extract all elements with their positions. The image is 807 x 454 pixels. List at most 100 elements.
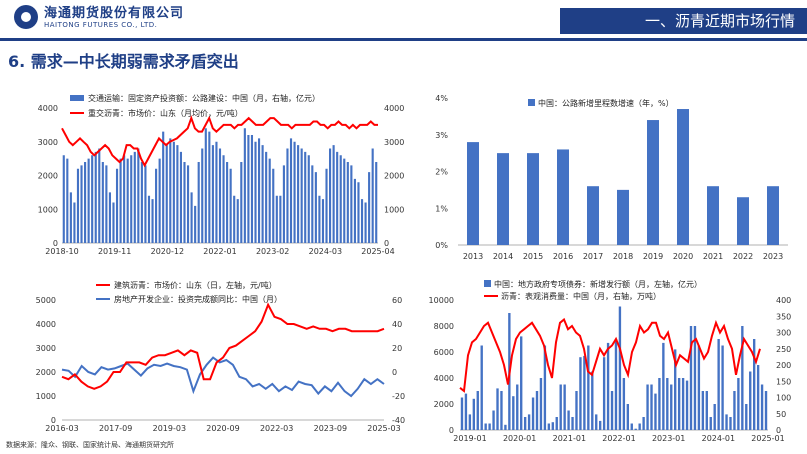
c2-x-tick: 2023	[763, 252, 783, 261]
c1-bar	[314, 172, 317, 243]
c1-bar	[360, 199, 364, 243]
c1-bar	[123, 155, 126, 243]
c2-x-tick: 2020	[673, 252, 693, 261]
c4-bar	[666, 378, 669, 430]
c4-bar	[626, 404, 630, 430]
c4-bar	[476, 391, 479, 430]
c1-bar	[197, 162, 200, 243]
c4-consumption-line	[459, 317, 761, 393]
c4-x-tick: 2025-01	[751, 434, 784, 443]
c1-bar	[169, 138, 172, 243]
c2-x-tick: 2017	[583, 252, 603, 261]
c4-bar	[737, 378, 740, 430]
c4-bar	[480, 345, 483, 430]
c4-right-tick: 200	[776, 361, 791, 370]
c1-x-tick: 2020-12	[151, 247, 184, 256]
c2-bar	[767, 186, 779, 245]
c1-bar	[94, 151, 97, 243]
c3-right-tick: 40	[392, 320, 402, 329]
c4-bar	[662, 342, 665, 430]
c2-bar	[527, 153, 539, 245]
c4-x-tick: 2021-01	[553, 434, 586, 443]
c1-x-tick: 2018-10	[45, 247, 78, 256]
c4-bar	[484, 423, 487, 430]
c2-bar	[677, 109, 689, 246]
c1-right-tick: 0	[384, 239, 389, 248]
c2-bar	[737, 197, 749, 245]
c4-right-tick: 250	[776, 345, 791, 354]
c4-bar	[677, 378, 681, 430]
c1-bar	[137, 148, 140, 243]
c3-x-tick: 2023-09	[314, 424, 347, 433]
c4-bar	[595, 414, 598, 430]
c4-bar	[614, 339, 618, 430]
c2-x-tick: 2022	[733, 252, 753, 261]
c1-bar	[311, 165, 314, 243]
c1-right-tick: 4000	[384, 104, 404, 113]
c1-left-tick: 1000	[38, 205, 58, 214]
c4-bar	[741, 326, 744, 430]
c4-bar	[630, 423, 633, 430]
c1-bar	[101, 162, 104, 243]
c1-bar	[275, 195, 278, 243]
c2-x-tick: 2016	[553, 252, 573, 261]
c4-bar	[725, 414, 728, 430]
c1-bar	[222, 155, 225, 243]
c2-legend-swatch	[528, 99, 535, 106]
c4-bar	[579, 357, 582, 430]
c4-bar	[622, 378, 626, 430]
c4-bar	[752, 339, 756, 430]
c4-bar	[729, 417, 732, 430]
c2-y-tick: 3%	[435, 131, 448, 140]
c1-bar	[229, 168, 232, 243]
c4-bar	[520, 336, 523, 430]
c1-bar	[179, 151, 183, 243]
c1-bar	[375, 162, 378, 243]
c4-bar	[512, 396, 515, 430]
c1-bar	[268, 158, 271, 243]
c4-x-tick: 2023-01	[652, 434, 685, 443]
c4-bar	[689, 326, 693, 430]
c4-right-tick: 150	[776, 377, 791, 386]
c1-bar	[183, 162, 186, 243]
c1-bar	[112, 202, 115, 243]
c1-bar	[233, 195, 236, 243]
c4-legend-bar-label: 中国：地方政府专项债券：新增发行额（月，左轴，亿元）	[494, 279, 702, 289]
c2-y-tick: 2%	[435, 168, 448, 177]
c1-bar	[226, 162, 229, 243]
c4-bar	[547, 423, 551, 430]
c1-bar	[247, 135, 250, 243]
c4-bar	[697, 345, 701, 430]
c1-bar	[243, 128, 246, 243]
c1-bar	[339, 155, 342, 243]
c1-bar	[211, 145, 214, 243]
c1-bar	[307, 155, 310, 243]
c4-bar	[504, 424, 507, 430]
c4-bar	[705, 391, 708, 430]
c3-x-tick: 2016-03	[45, 424, 78, 433]
c4-right-tick: 300	[776, 329, 791, 338]
c4-bar	[559, 384, 562, 430]
c1-bar	[257, 138, 261, 243]
c1-bar	[346, 162, 349, 243]
c1-bar	[357, 182, 360, 243]
c4-bar	[745, 404, 748, 430]
c4-legend-bar-swatch	[484, 280, 491, 287]
c4-x-tick: 2024-01	[702, 434, 735, 443]
c4-bar	[492, 410, 495, 430]
c3-right-tick: 20	[392, 344, 402, 353]
c1-bar	[119, 158, 122, 243]
c4-bar	[551, 422, 554, 430]
c4-bar	[500, 391, 503, 430]
c1-bar	[215, 141, 218, 243]
c2-bar	[647, 120, 659, 245]
c1-bar	[297, 145, 300, 243]
c1-bar	[236, 199, 239, 243]
c3-left-tick: 0	[51, 416, 56, 425]
c4-right-tick: 400	[776, 296, 791, 305]
c1-bar	[368, 172, 371, 243]
c1-bar	[265, 151, 268, 243]
c1-x-tick: 2025-04	[361, 247, 394, 256]
c4-bar	[583, 355, 586, 430]
